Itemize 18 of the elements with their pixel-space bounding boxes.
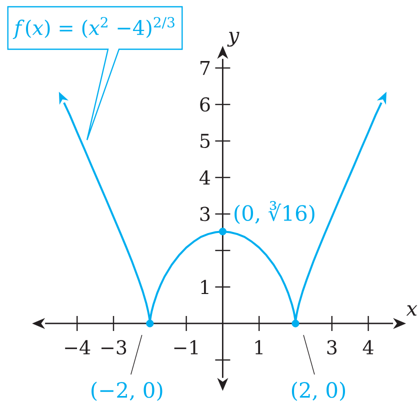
y-tick-label: 1: [201, 280, 208, 294]
annotation: (−2, 0): [92, 382, 162, 401]
x-tick-label: 1: [255, 340, 262, 354]
y-tick-label: 5: [200, 134, 210, 148]
y-axis-title: y: [227, 32, 240, 47]
text: f(x) = (x$^{2}$ −4)$^{2/3}$: [12, 16, 174, 40]
x-tick-label: 3: [327, 340, 337, 355]
x-axis-title: x: [406, 305, 418, 316]
x-tick-label: −3: [102, 340, 126, 355]
annotation: (0, ∛16): [234, 201, 314, 224]
x-tick-label: 4: [362, 340, 374, 354]
y-tick-label: 4: [199, 170, 210, 185]
annotation: (2, 0): [292, 382, 346, 401]
x-tick-label: −4: [65, 340, 90, 354]
y-tick-label: 6: [200, 97, 210, 112]
y-tick-label: 3: [200, 206, 210, 222]
y-tick-label: 7: [200, 61, 210, 75]
x-tick-label: −1: [174, 340, 198, 354]
